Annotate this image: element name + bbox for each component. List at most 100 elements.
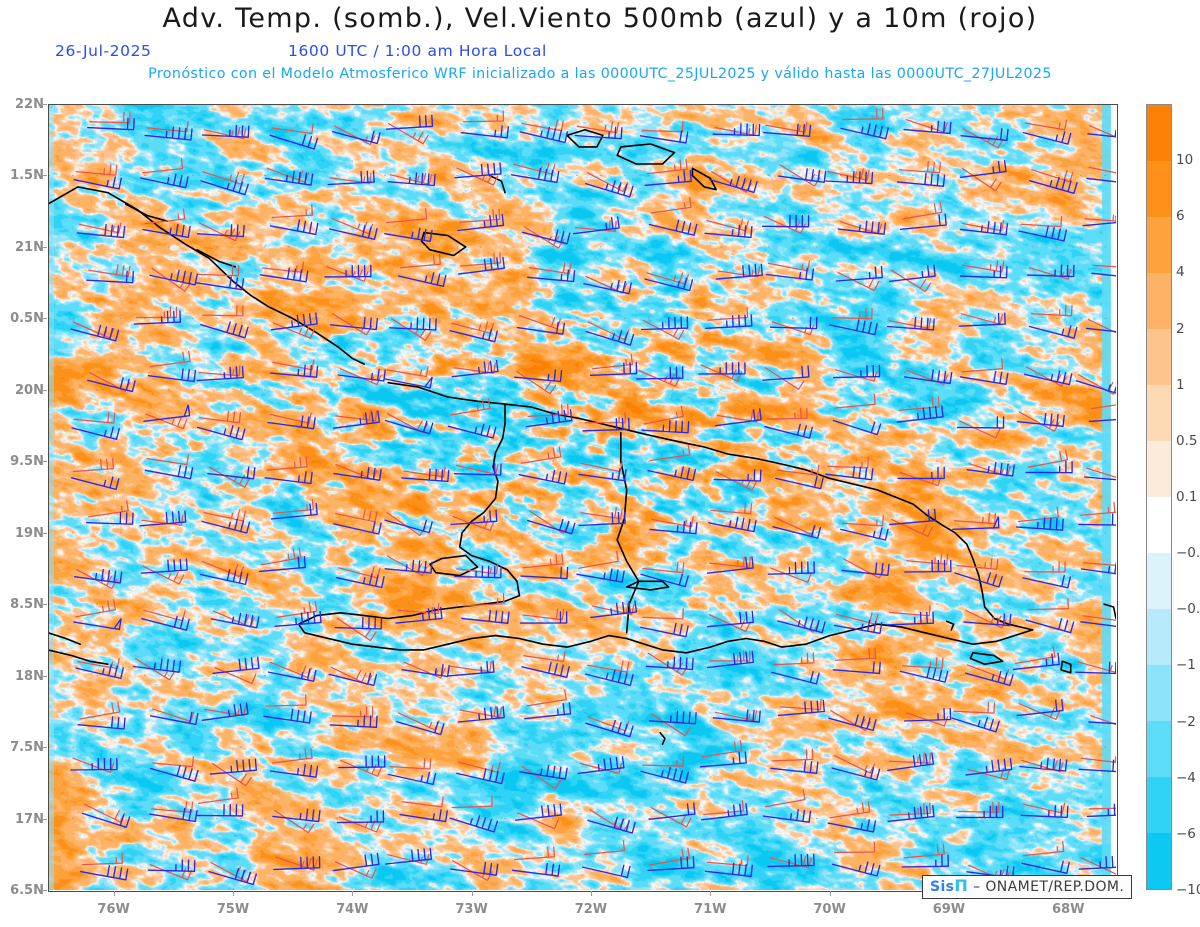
- agency-name: – ONAMET/REP.DOM.: [968, 879, 1125, 895]
- wind-barb: [966, 461, 1015, 477]
- wind-barb: [1080, 501, 1116, 516]
- wind-barb: [903, 369, 953, 385]
- wind-barb: [1028, 325, 1078, 339]
- wind-barb: [458, 256, 505, 275]
- wind-barb: [714, 408, 762, 427]
- wind-barb: [520, 611, 568, 624]
- wind-barb: [961, 220, 1005, 232]
- wind-barb: [459, 208, 501, 223]
- wind-barb: [331, 706, 374, 718]
- wind-barb: [87, 117, 135, 131]
- colorbar-band: [1147, 665, 1171, 721]
- wind-barb: [72, 457, 115, 473]
- longitude-tick-label: 72W: [574, 902, 608, 917]
- longitude-tick-mark: [232, 891, 234, 896]
- wind-barb: [589, 362, 638, 376]
- wind-barb: [334, 616, 383, 630]
- wind-barb: [337, 368, 386, 382]
- wind-barb: [387, 771, 437, 786]
- colorbar-band: [1147, 721, 1171, 777]
- wind-barb: [956, 416, 1005, 429]
- wind-barb: [210, 612, 260, 629]
- wind-barb: [523, 650, 566, 663]
- wind-barb: [899, 213, 947, 230]
- wind-barb: [338, 755, 386, 769]
- latitude-tick-mark: [43, 532, 47, 534]
- wind-barb: [777, 464, 820, 476]
- latitude-tick-label: 18N: [15, 668, 44, 684]
- longitude-tick-label: 70W: [813, 902, 846, 917]
- longitude-tick-label: 76W: [97, 902, 130, 917]
- wind-barb: [275, 856, 318, 871]
- wind-barb: [521, 661, 570, 678]
- wind-barb: [958, 420, 1001, 439]
- wind-barb: [896, 405, 944, 423]
- wind-barb: [329, 172, 372, 184]
- wind-barb: [961, 358, 1004, 373]
- longitude-tick-mark: [590, 891, 592, 896]
- wind-barb: [777, 168, 827, 183]
- wind-barb: [147, 859, 196, 872]
- wind-barb: [520, 566, 569, 580]
- wind-barb: [954, 512, 997, 525]
- wind-barb: [901, 854, 949, 868]
- colorbar[interactable]: 10 6 4 2 1 0.5 0.1 −0.1 −0.5 −1 −2 −4 −6 −10: [1146, 104, 1200, 898]
- wind-barb: [141, 615, 190, 631]
- wind-barb: [460, 125, 510, 139]
- colorbar-label: 0.1: [1176, 489, 1198, 505]
- latitude-tick-label: 19N: [15, 525, 44, 541]
- wind-barb: [700, 802, 748, 821]
- wind-barb: [1031, 169, 1074, 183]
- colorbar-band: [1147, 833, 1171, 889]
- wind-barb: [149, 269, 198, 286]
- wind-barb: [267, 668, 317, 682]
- longitude-tick-label: 75W: [216, 902, 250, 917]
- latitude-tick-mark: [43, 318, 47, 320]
- colorbar-label: 1: [1176, 376, 1185, 393]
- wind-barb: [706, 556, 754, 574]
- map-plot-area[interactable]: [48, 104, 1116, 890]
- longitude-tick-mark: [471, 891, 473, 896]
- wind-barb: [70, 324, 120, 342]
- wind-barb: [144, 126, 193, 141]
- longitude-tick-label: 71W: [694, 902, 727, 917]
- wind-barb: [578, 550, 619, 569]
- longitude-tick-mark: [113, 891, 115, 896]
- wind-barb: [578, 468, 627, 482]
- wind-barb: [198, 365, 241, 377]
- wind-barb: [842, 515, 884, 527]
- wind-barb: [1082, 562, 1116, 567]
- wind-barb: [272, 359, 315, 371]
- wind-barb: [707, 650, 755, 669]
- wind-barb: [86, 512, 134, 525]
- wind-barb: [770, 760, 819, 774]
- wind-barb: [210, 861, 252, 883]
- colorbar-label: −0.1: [1176, 545, 1200, 562]
- wind-barb: [779, 164, 821, 187]
- wind-barb: [708, 614, 751, 633]
- wind-barb: [456, 768, 505, 785]
- coastline-segment: [691, 167, 718, 191]
- wind-barb: [775, 475, 824, 490]
- longitude-tick-label: 73W: [455, 902, 488, 917]
- wind-barb: [324, 264, 372, 278]
- coastline-segment: [566, 128, 604, 148]
- wind-barb: [714, 710, 758, 722]
- wind-barb: [512, 162, 556, 175]
- wind-barb: [333, 521, 382, 535]
- wind-barb: [517, 812, 560, 830]
- wind-barb: [263, 708, 312, 724]
- wind-barb: [197, 787, 239, 804]
- longitude-tick-mark: [352, 891, 354, 896]
- wind-barb: [389, 317, 437, 331]
- wind-barb: [510, 167, 560, 184]
- wind-barb: [1088, 166, 1116, 174]
- wind-barb: [449, 815, 498, 833]
- coastline-segment: [954, 531, 1034, 631]
- wind-barb: [1026, 264, 1075, 278]
- wind-barb: [75, 599, 117, 618]
- wind-barb: [451, 795, 493, 809]
- wind-barb: [827, 819, 877, 833]
- wind-barb: [450, 509, 498, 526]
- wind-barb: [1022, 802, 1066, 814]
